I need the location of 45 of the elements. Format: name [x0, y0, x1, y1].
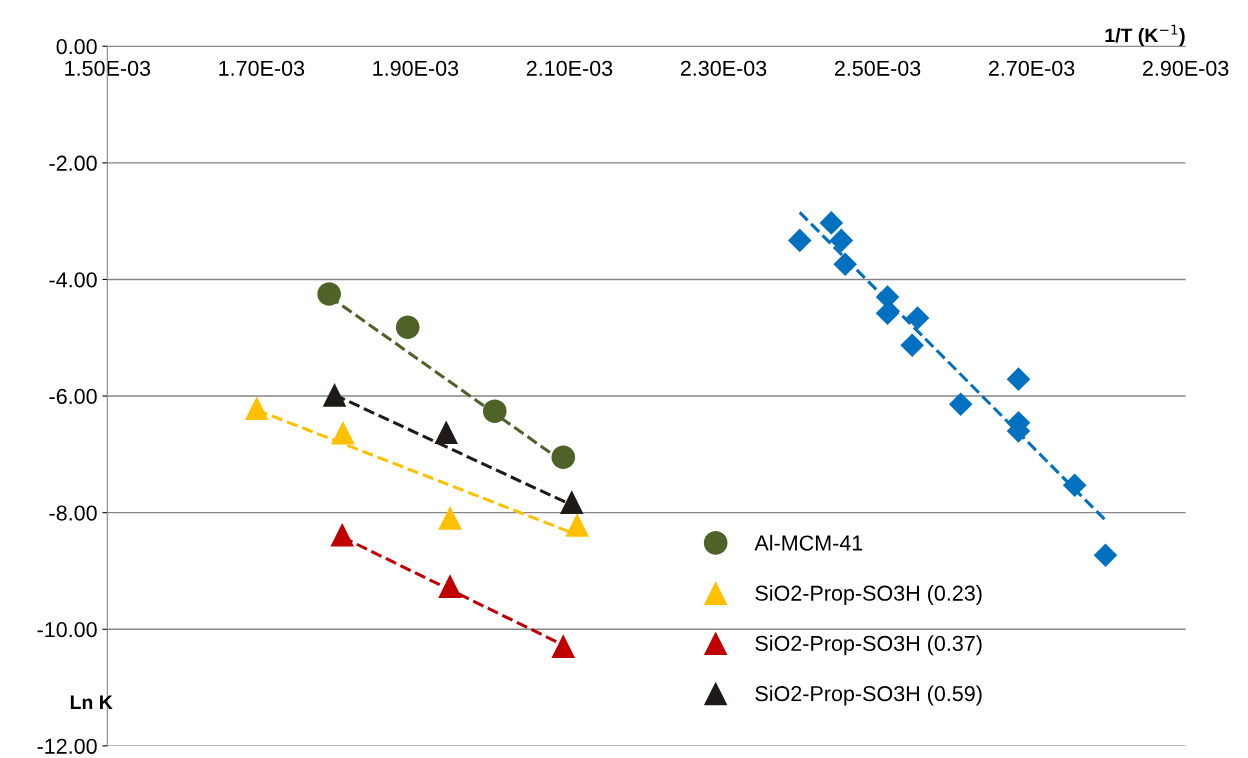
point	[565, 513, 589, 537]
y-tick-label: -8.00	[49, 505, 97, 521]
x-axis-title: 1/T (K$^{−1}$)	[1105, 24, 1185, 47]
point	[438, 574, 462, 598]
y-tick-label: -4.00	[49, 272, 97, 288]
point	[1093, 543, 1118, 568]
legend-label: Al-MCM-41	[754, 534, 863, 551]
legend-label: SiO2-Prop-SO3H (0.23)	[755, 585, 982, 606]
point	[948, 392, 973, 416]
point	[331, 420, 355, 445]
x-tick-label: 2.90E-03	[1143, 60, 1229, 76]
point	[317, 282, 341, 306]
point	[905, 306, 930, 330]
point	[900, 333, 924, 358]
x-tick-label: 1.50E-03	[65, 60, 151, 76]
point	[244, 396, 269, 421]
point	[1006, 367, 1031, 391]
point	[438, 506, 462, 530]
x-tick-label: 2.70E-03	[988, 60, 1075, 76]
y-tick-label: -2.00	[49, 155, 97, 171]
point	[434, 420, 459, 445]
x-tick-label: 2.50E-03	[834, 60, 921, 76]
point	[330, 523, 355, 547]
legend-label: SiO2-Prop-SO3H (0.59)	[755, 685, 982, 706]
y-tick-label: 0.00	[56, 39, 97, 55]
legend-label: SiO2-Prop-SO3H (0.37)	[755, 635, 982, 656]
point	[551, 634, 576, 658]
point	[787, 228, 812, 253]
x-tick-label: 2.30E-03	[680, 60, 767, 76]
point	[1062, 473, 1087, 498]
x-tick-label: 1.90E-03	[373, 60, 459, 76]
y-tick-label: -10.00	[37, 622, 97, 638]
x-tick-label: 2.10E-03	[526, 60, 613, 76]
point	[833, 252, 857, 277]
point	[559, 490, 584, 514]
x-tick-label: 1.70E-03	[219, 60, 305, 76]
point	[322, 383, 347, 407]
point	[482, 399, 507, 424]
y-tick-label: -6.00	[49, 388, 97, 405]
point	[829, 228, 854, 253]
y-axis-title: Ln K	[70, 695, 113, 709]
point	[551, 445, 576, 470]
point	[819, 211, 844, 235]
point	[395, 315, 420, 340]
y-tick-label: -12.00	[37, 738, 97, 754]
